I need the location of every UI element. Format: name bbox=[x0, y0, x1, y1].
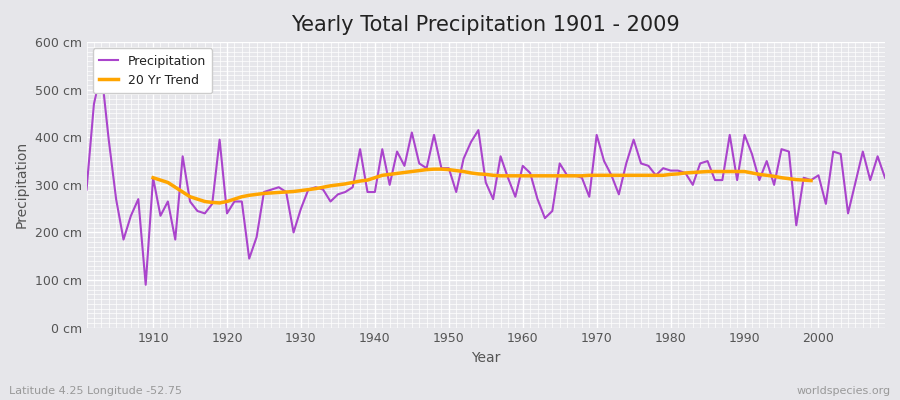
Precipitation bbox=[155, 213, 166, 218]
20 Yr Trend bbox=[791, 177, 802, 182]
Line: 20 Yr Trend: 20 Yr Trend bbox=[153, 169, 811, 203]
Precipitation bbox=[532, 197, 543, 202]
20 Yr Trend bbox=[724, 169, 735, 174]
Precipitation bbox=[621, 161, 632, 166]
X-axis label: Year: Year bbox=[471, 351, 500, 365]
20 Yr Trend bbox=[806, 178, 816, 183]
Precipitation bbox=[525, 170, 535, 175]
Line: Precipitation: Precipitation bbox=[86, 71, 885, 285]
Y-axis label: Precipitation: Precipitation bbox=[15, 141, 29, 228]
Precipitation bbox=[318, 187, 328, 192]
Precipitation bbox=[362, 190, 373, 194]
20 Yr Trend bbox=[148, 175, 158, 180]
Precipitation bbox=[879, 175, 890, 180]
Precipitation bbox=[81, 187, 92, 192]
20 Yr Trend bbox=[428, 167, 439, 172]
20 Yr Trend bbox=[244, 193, 255, 198]
Text: Latitude 4.25 Longitude -52.75: Latitude 4.25 Longitude -52.75 bbox=[9, 386, 182, 396]
20 Yr Trend bbox=[214, 200, 225, 205]
Legend: Precipitation, 20 Yr Trend: Precipitation, 20 Yr Trend bbox=[93, 48, 212, 93]
20 Yr Trend bbox=[355, 179, 365, 184]
Precipitation bbox=[140, 282, 151, 287]
20 Yr Trend bbox=[621, 173, 632, 178]
20 Yr Trend bbox=[709, 169, 720, 174]
Text: worldspecies.org: worldspecies.org bbox=[796, 386, 891, 396]
Precipitation bbox=[96, 68, 107, 73]
Title: Yearly Total Precipitation 1901 - 2009: Yearly Total Precipitation 1901 - 2009 bbox=[292, 15, 680, 35]
